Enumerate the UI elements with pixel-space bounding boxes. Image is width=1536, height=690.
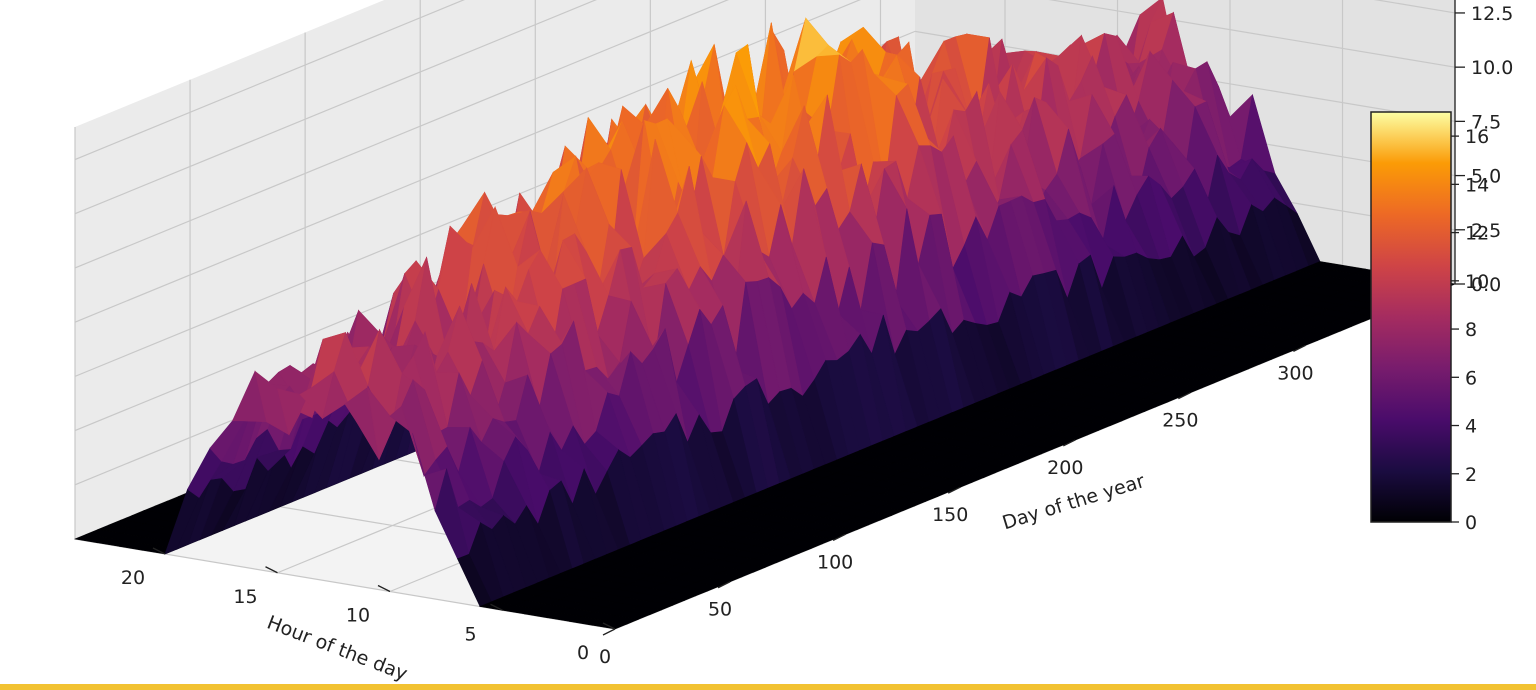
tick-mark bbox=[717, 581, 731, 589]
tick-mark bbox=[832, 533, 846, 542]
z-tick-label: 7.5 bbox=[1471, 111, 1501, 133]
x-tick-label: 150 bbox=[932, 504, 968, 526]
tick-mark bbox=[377, 584, 391, 593]
tick-mark bbox=[1062, 439, 1076, 447]
x-tick-label: 300 bbox=[1277, 362, 1313, 384]
colorbar: 0 2 4 6 8 10 12 14 16 bbox=[1370, 111, 1489, 534]
x-axis-title: Day of the year bbox=[1000, 470, 1148, 534]
tick-mark bbox=[1178, 392, 1191, 400]
z-tick-label: 2.5 bbox=[1471, 220, 1501, 242]
grid-line-z bbox=[74, 0, 465, 161]
colorbar-tick-label: 16 bbox=[1465, 126, 1489, 148]
tick-mark bbox=[265, 566, 278, 574]
z-tick-label: 5.0 bbox=[1471, 166, 1501, 188]
tick-mark bbox=[602, 622, 616, 630]
x-tick-label: 0 bbox=[599, 646, 611, 668]
grid-line-z bbox=[74, 0, 861, 323]
y-tick-label: 0 bbox=[577, 642, 589, 664]
colorbar-gradient bbox=[1370, 111, 1452, 523]
colorbar-tick-label: 6 bbox=[1465, 367, 1477, 389]
colorbar-tick-label: 10 bbox=[1465, 271, 1489, 293]
tick-mark bbox=[947, 486, 961, 494]
y-tick-label: 10 bbox=[346, 605, 370, 627]
z-tick-label: 12.5 bbox=[1471, 3, 1513, 25]
x-tick-label: 200 bbox=[1047, 457, 1083, 479]
x-tick-label: 250 bbox=[1162, 410, 1198, 432]
grid-line-z bbox=[1048, 0, 1456, 68]
tick-mark bbox=[490, 603, 503, 611]
colorbar-tick-label: 12 bbox=[1465, 223, 1489, 245]
z-tick-label: 0.0 bbox=[1471, 274, 1501, 296]
z-tick-label: 10.0 bbox=[1471, 57, 1513, 79]
tick-mark bbox=[152, 547, 166, 555]
tick-mark bbox=[602, 628, 616, 636]
y-tick-label: 20 bbox=[121, 567, 145, 589]
bottom-accent-bar bbox=[0, 684, 1536, 690]
colorbar-tick-label: 8 bbox=[1465, 319, 1477, 341]
tick-mark bbox=[1293, 344, 1306, 353]
y-axis-title: Hour of the day bbox=[264, 612, 410, 684]
x-tick-label: 100 bbox=[817, 551, 853, 573]
grid-line-z bbox=[74, 0, 597, 215]
grid-line-z bbox=[74, 0, 729, 269]
colorbar-tick-label: 14 bbox=[1465, 174, 1489, 196]
surface-facet bbox=[591, 620, 628, 630]
colorbar-tick-label: 2 bbox=[1465, 464, 1477, 486]
y-tick-label: 15 bbox=[233, 586, 257, 608]
x-tick-label: 50 bbox=[708, 599, 732, 621]
y-tick-label: 5 bbox=[464, 623, 476, 645]
colorbar-tick-label: 4 bbox=[1465, 416, 1477, 438]
colorbar-tick-label: 0 bbox=[1465, 512, 1477, 534]
surface-mesh bbox=[73, 0, 1457, 630]
